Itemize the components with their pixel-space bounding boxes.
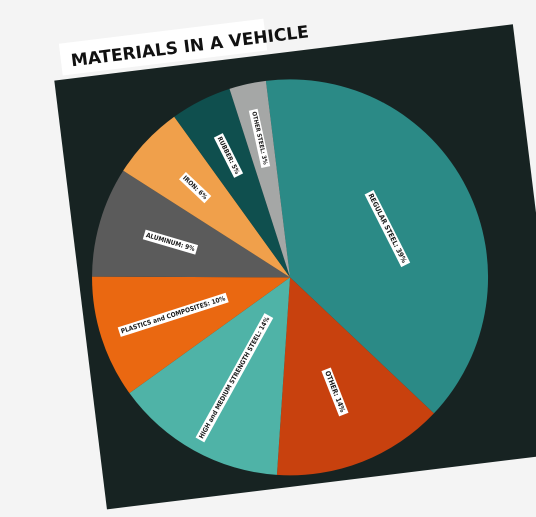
pie-label-box-0 <box>364 190 411 268</box>
pie-slice-0 <box>265 79 489 414</box>
pie-slice-2 <box>129 277 291 475</box>
pie-label-box-1 <box>321 367 349 417</box>
pie-label-box-6 <box>213 133 244 178</box>
pie-slice-4 <box>92 170 291 278</box>
pie-label-box-5 <box>178 171 212 204</box>
pie-slice-3 <box>92 276 291 394</box>
pie-slice-7 <box>229 80 291 278</box>
pie-label-box-3 <box>117 292 229 337</box>
pie-label-box-4 <box>142 229 199 255</box>
chart-card: MATERIALS IN A VEHICLE REGULAR STEEL: 39… <box>54 18 536 510</box>
pie-slice-1 <box>276 277 434 476</box>
pie-label-box-7 <box>248 108 271 169</box>
title-box <box>58 18 268 76</box>
pie-slice-6 <box>174 88 291 278</box>
pie-label-box-2 <box>195 313 274 443</box>
